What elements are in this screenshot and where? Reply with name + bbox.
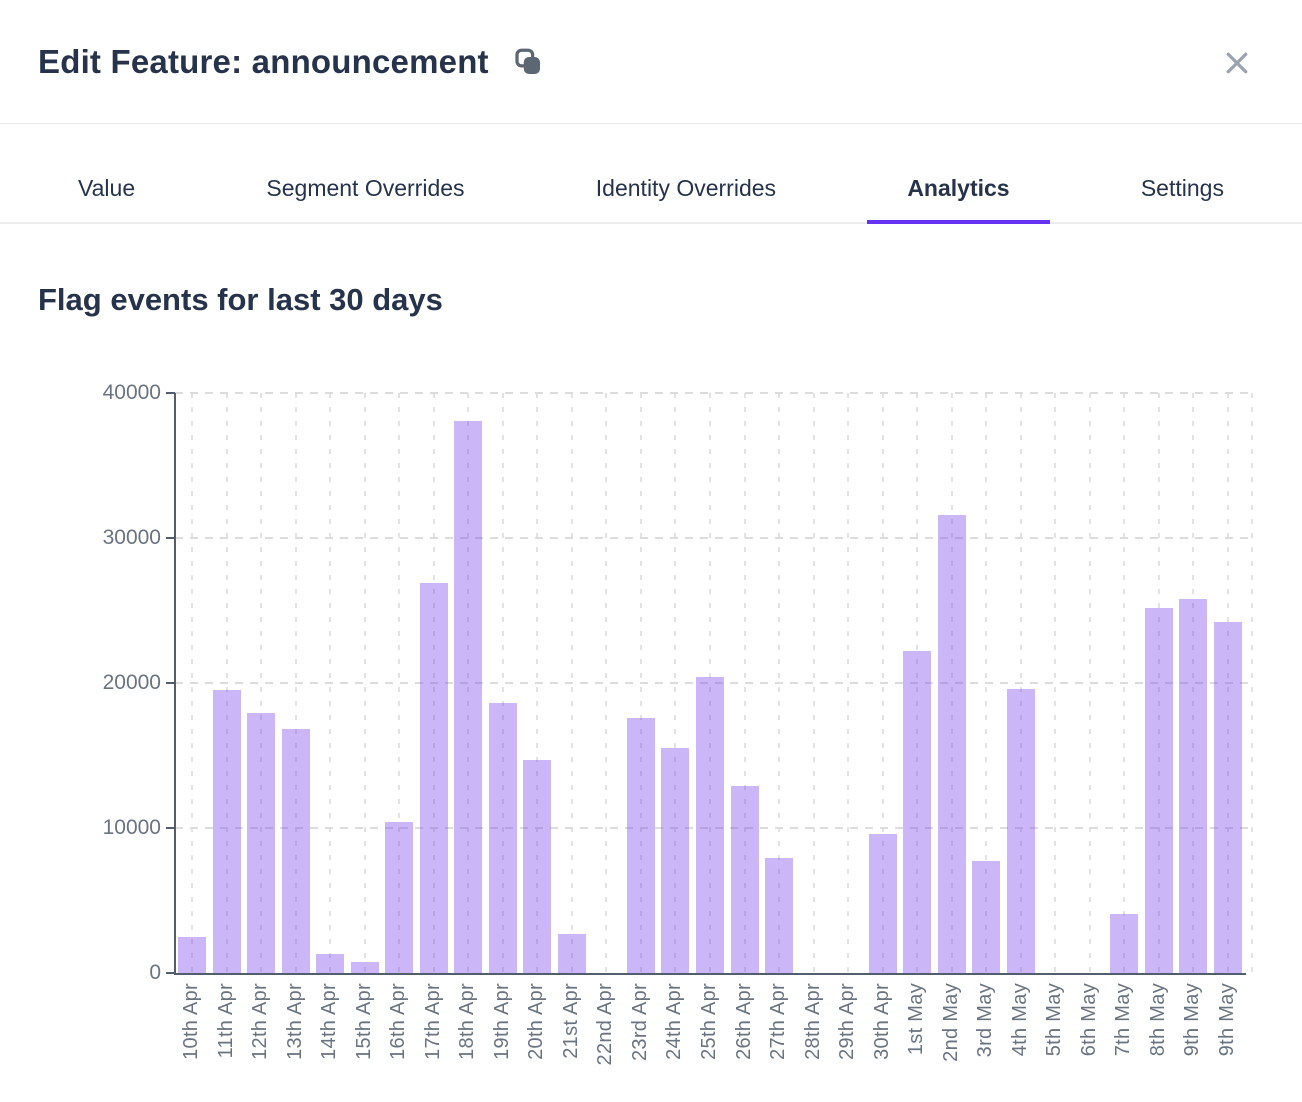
- x-axis-label: 29th Apr: [836, 983, 859, 1060]
- tab-analytics[interactable]: Analytics: [867, 124, 1050, 224]
- x-axis-label: 6th May: [1077, 983, 1100, 1057]
- x-axis-label: 26th Apr: [732, 983, 755, 1060]
- x-axis-label: 28th Apr: [801, 983, 824, 1060]
- bar[interactable]: [178, 936, 207, 973]
- bar[interactable]: [523, 759, 552, 973]
- modal-header: Edit Feature: announcement: [0, 0, 1302, 124]
- modal-title: Edit Feature: announcement: [38, 42, 489, 80]
- x-axis-label: 14th Apr: [318, 983, 341, 1060]
- x-axis-label: 20th Apr: [525, 983, 548, 1060]
- h-gridline: [175, 827, 1253, 829]
- x-axis-label: 9th May: [1181, 983, 1204, 1057]
- tab-segment-overrides[interactable]: Segment Overrides: [226, 124, 504, 224]
- y-axis-label: 10000: [102, 816, 161, 839]
- tab-identity-overrides[interactable]: Identity Overrides: [556, 124, 816, 224]
- x-axis-label: 22nd Apr: [594, 983, 617, 1066]
- x-axis-label: 17th Apr: [421, 983, 444, 1060]
- bar[interactable]: [626, 717, 655, 973]
- tab-bar: Value Segment Overrides Identity Overrides…: [0, 124, 1302, 224]
- x-axis-label: 7th May: [1112, 983, 1135, 1057]
- y-axis-tick: [166, 537, 175, 539]
- bar[interactable]: [557, 933, 586, 973]
- bar[interactable]: [212, 690, 241, 973]
- bar[interactable]: [454, 420, 483, 973]
- x-axis-label: 21st Apr: [559, 983, 582, 1059]
- bar[interactable]: [1006, 688, 1035, 973]
- x-axis-label: 18th Apr: [456, 983, 479, 1060]
- x-axis-label: 15th Apr: [352, 983, 375, 1060]
- y-axis-label: 20000: [102, 671, 161, 694]
- bar[interactable]: [696, 677, 724, 973]
- bar[interactable]: [1213, 622, 1242, 973]
- x-axis-label: 16th Apr: [387, 983, 410, 1060]
- x-axis-label: 25th Apr: [698, 983, 720, 1060]
- x-axis-label: 12th Apr: [249, 983, 272, 1060]
- x-axis-label: 9th May: [1215, 983, 1238, 1057]
- bar[interactable]: [1179, 598, 1208, 973]
- y-axis-tick: [166, 972, 175, 974]
- y-axis-tick: [166, 682, 175, 684]
- h-gridline: [175, 682, 1253, 684]
- bar[interactable]: [730, 785, 759, 973]
- close-icon: [1226, 52, 1248, 74]
- y-axis-tick: [166, 827, 175, 829]
- bar[interactable]: [972, 861, 1001, 973]
- x-axis-label: 5th May: [1043, 983, 1066, 1057]
- x-axis-line: [174, 973, 1246, 975]
- y-axis-label: 40000: [102, 381, 161, 404]
- x-axis-label: 10th Apr: [180, 983, 203, 1060]
- x-axis-label: 11th Apr: [214, 983, 237, 1059]
- x-axis-label: 27th Apr: [767, 983, 790, 1060]
- bar[interactable]: [868, 833, 897, 973]
- close-button[interactable]: [1218, 44, 1256, 82]
- bar[interactable]: [316, 954, 345, 973]
- x-axis-label: 23rd Apr: [628, 983, 651, 1062]
- bar[interactable]: [385, 822, 414, 973]
- bar[interactable]: [419, 582, 448, 973]
- tab-settings[interactable]: Settings: [1101, 124, 1264, 224]
- bar[interactable]: [937, 514, 966, 973]
- x-axis-label: 3rd May: [974, 983, 997, 1058]
- x-axis-label: 13th Apr: [283, 983, 306, 1060]
- h-gridline: [175, 392, 1253, 394]
- y-axis-tick: [166, 392, 175, 394]
- x-axis-label: 30th Apr: [870, 983, 893, 1060]
- chart-title: Flag events for last 30 days: [38, 282, 443, 317]
- y-axis-label: 0: [149, 961, 161, 984]
- y-axis-line: [174, 393, 176, 975]
- bar[interactable]: [661, 748, 690, 973]
- x-axis-label: 1st May: [905, 983, 928, 1056]
- x-axis-label: 4th May: [1008, 983, 1031, 1057]
- x-axis-label: 19th Apr: [490, 983, 513, 1060]
- bar[interactable]: [488, 703, 517, 973]
- bar[interactable]: [765, 858, 794, 973]
- copy-button[interactable]: [513, 47, 543, 77]
- bar[interactable]: [350, 962, 379, 973]
- tab-value[interactable]: Value: [38, 124, 175, 224]
- bar[interactable]: [1110, 913, 1139, 973]
- bar[interactable]: [281, 729, 310, 973]
- x-axis-label: 2nd May: [939, 983, 962, 1062]
- bar[interactable]: [903, 651, 932, 973]
- h-gridline: [175, 537, 1253, 539]
- copy-icon: [515, 48, 540, 74]
- x-axis-label: 8th May: [1146, 983, 1169, 1057]
- x-axis-label: 24th Apr: [663, 983, 686, 1060]
- y-axis-label: 30000: [102, 526, 161, 549]
- bar[interactable]: [247, 713, 276, 973]
- bar[interactable]: [1144, 607, 1173, 973]
